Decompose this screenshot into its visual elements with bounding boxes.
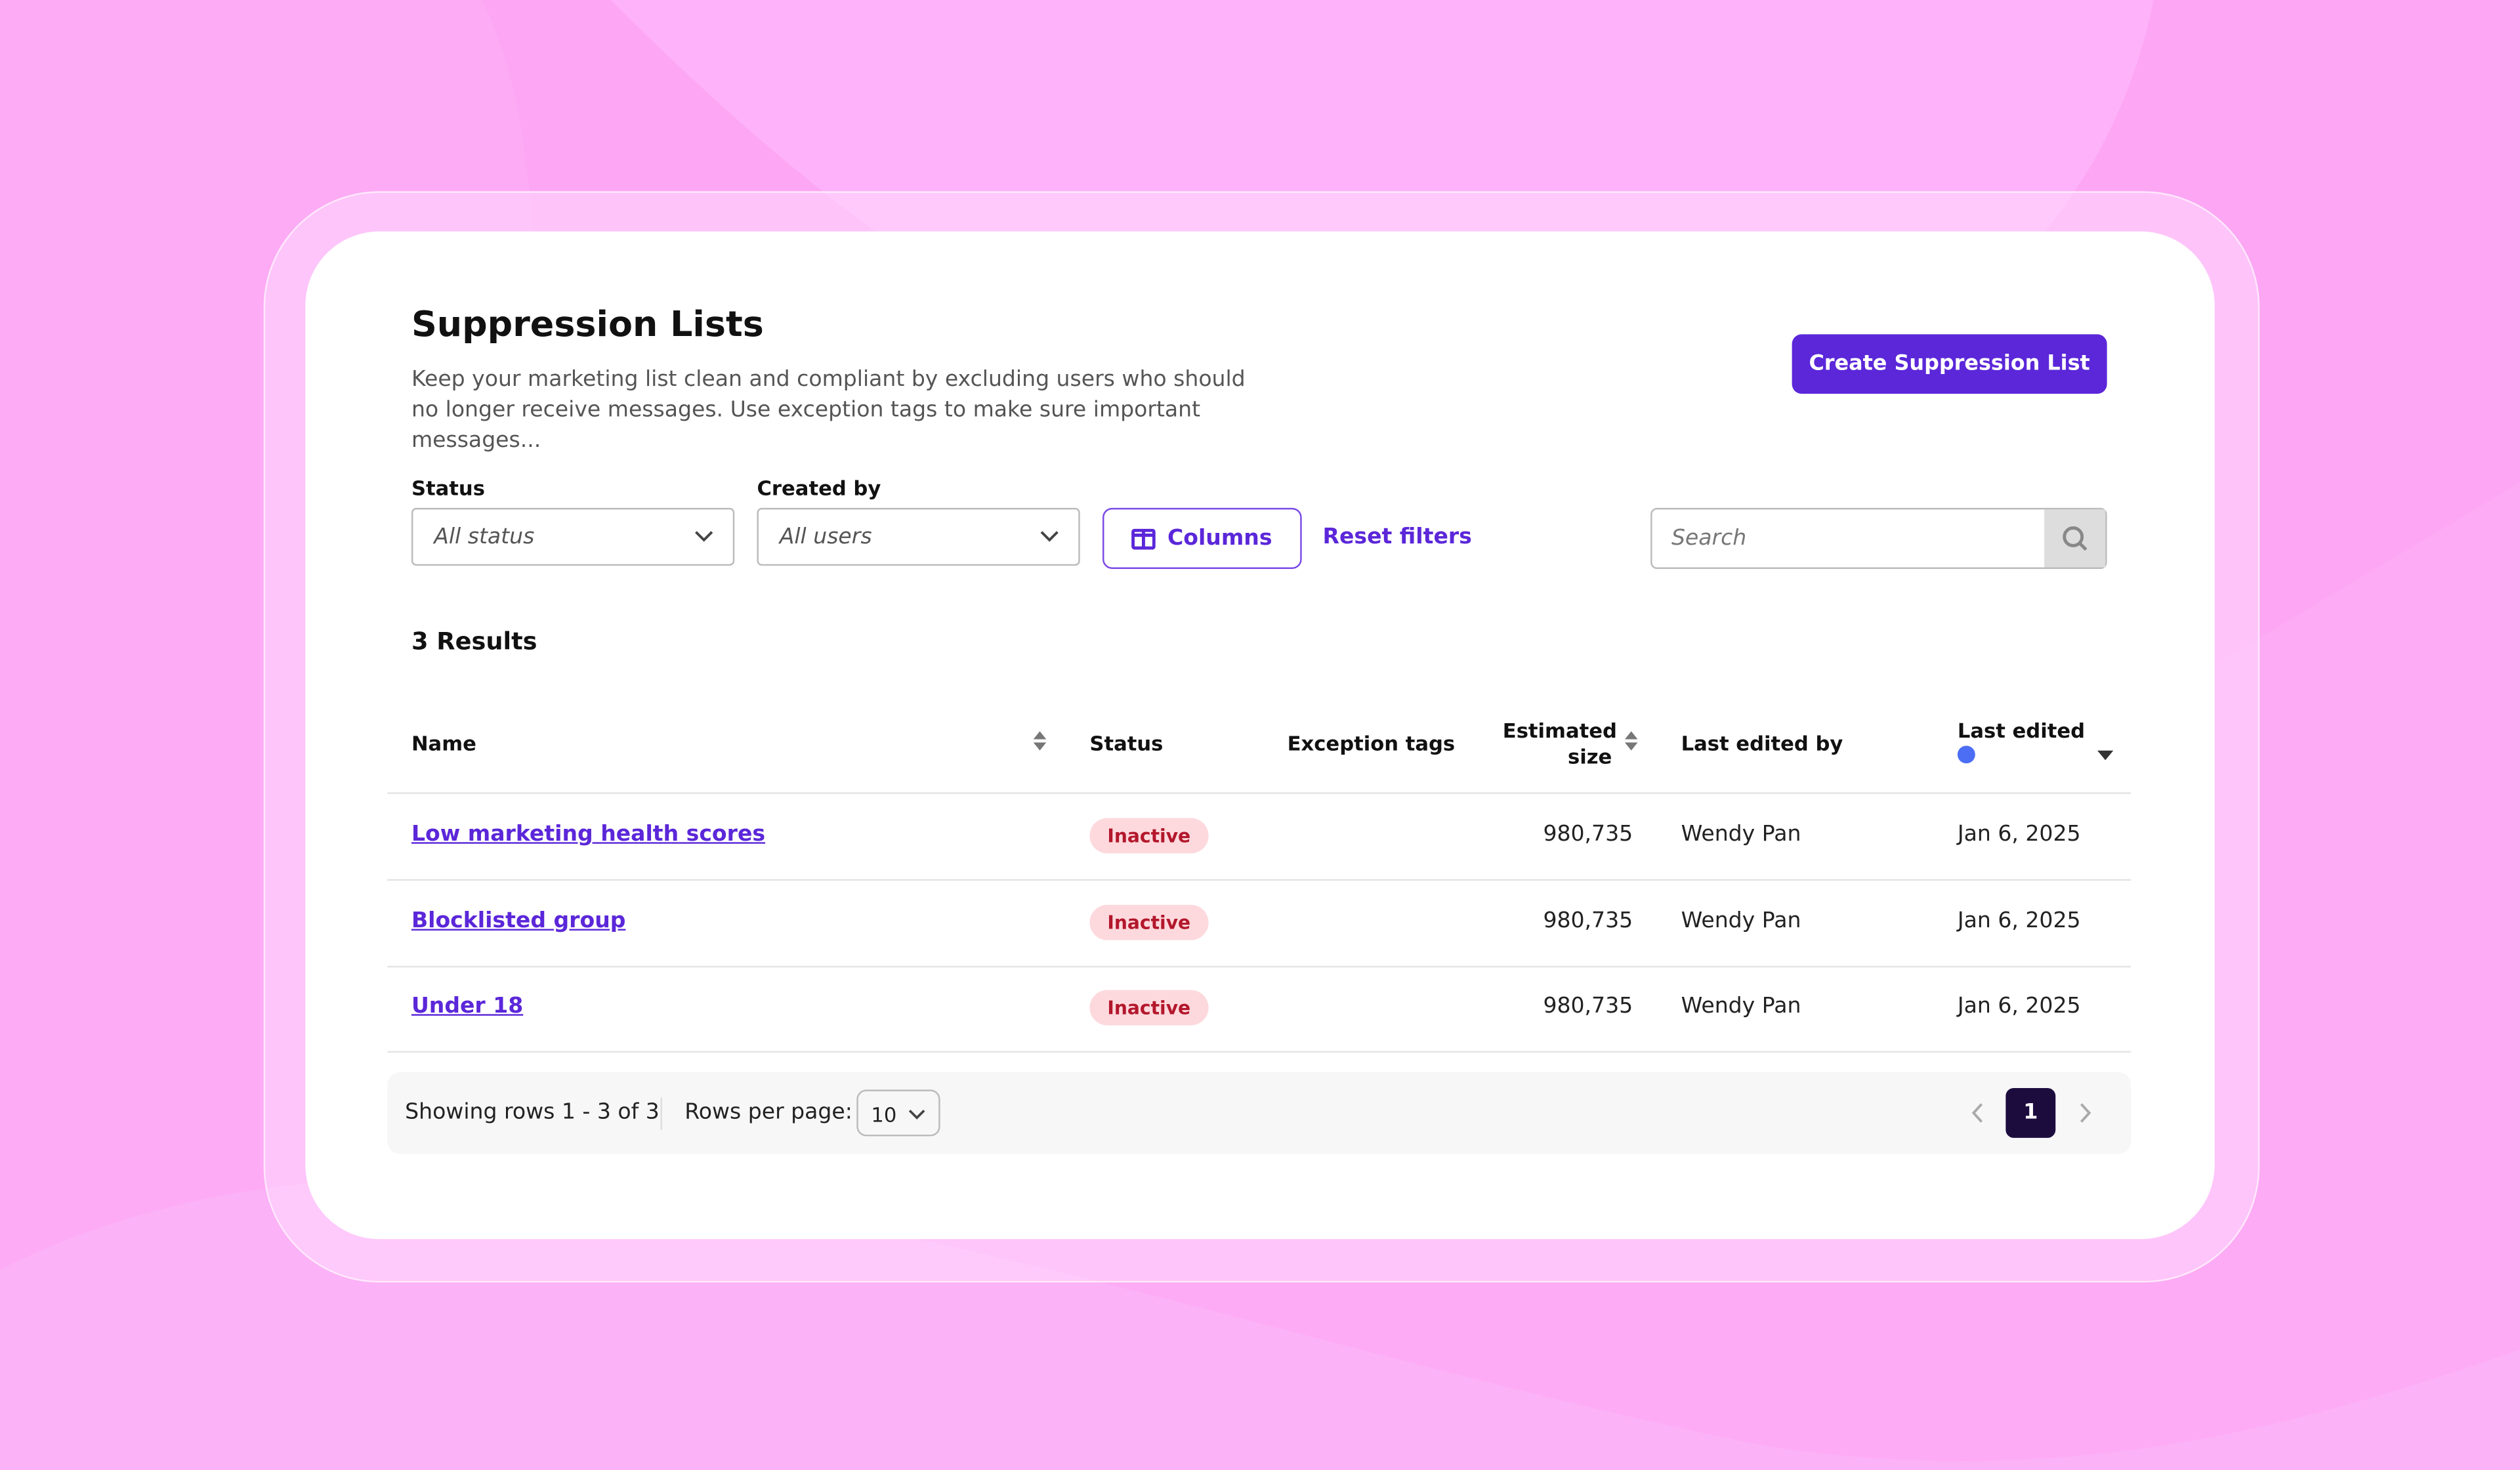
last-edited: Jan 6, 2025 (1957, 907, 2081, 933)
pagination-bar (387, 1072, 2132, 1154)
search-placeholder: Search (1671, 525, 1747, 552)
status-header: Status (1089, 731, 1164, 756)
name-header: Name (411, 731, 476, 756)
estimated-size: 980,735 (1543, 821, 1633, 847)
list-name[interactable]: Low marketing health scores (411, 821, 766, 847)
created-by-placeholder: All users (779, 524, 872, 550)
card (305, 231, 2215, 1240)
columns-icon (1132, 528, 1156, 549)
sort-icon[interactable] (1623, 728, 1639, 751)
row-line (387, 879, 2132, 881)
chevron (908, 1109, 925, 1120)
last-edited: Jan 6, 2025 (1957, 993, 2081, 1019)
row-line (387, 965, 2132, 967)
columns-label: Columns (1167, 525, 1272, 552)
estimated-size: 980,735 (1543, 993, 1633, 1019)
rows-per-page-select[interactable]: 10 (856, 1089, 940, 1137)
status-select[interactable]: All status (411, 507, 735, 566)
search-button[interactable] (2044, 509, 2106, 568)
status-pill: Inactive (1089, 818, 1209, 854)
list-name[interactable]: Under 18 (411, 993, 524, 1019)
last-edited-by: Wendy Pan (1681, 821, 1801, 847)
last-edited-by: Wendy Pan (1681, 907, 1801, 933)
rows-per-page-label: Rows per page: (684, 1099, 852, 1125)
created-by-select[interactable]: All users (757, 507, 1080, 566)
estimated-size: 980,735 (1543, 907, 1633, 933)
last-edited: Jan 6, 2025 (1957, 821, 2081, 847)
title: Suppression Lists (411, 305, 764, 346)
status-label: Status (411, 475, 485, 500)
description: Keep your marketing list clean and compl… (411, 366, 1246, 453)
info-icon (1957, 746, 1975, 764)
sort-icon[interactable] (1032, 728, 1047, 751)
created-by-label: Created by (757, 475, 881, 500)
table-line (387, 792, 2132, 794)
reset-filters[interactable]: Reset filters (1322, 524, 1472, 550)
status-placeholder: All status (434, 524, 535, 550)
last-edited-by: Wendy Pan (1681, 993, 1801, 1019)
list-name[interactable]: Blocklisted group (411, 907, 626, 933)
status-pill: Inactive (1089, 904, 1209, 940)
chevron (695, 531, 713, 542)
row-line (387, 1051, 2132, 1053)
showing-rows: Showing rows 1 - 3 of 3 (405, 1099, 660, 1125)
estimated-size-header: Estimated size (1502, 718, 1617, 768)
last-edited-by-header: Last edited by (1681, 731, 1843, 756)
results-count: 3 Results (411, 627, 537, 656)
exception-tags-header: Exception tags (1287, 731, 1456, 756)
create-button[interactable]: Create Suppression List (1792, 334, 2107, 394)
divider (660, 1097, 662, 1130)
status-pill: Inactive (1089, 990, 1209, 1026)
sort-desc-icon[interactable] (2097, 738, 2114, 761)
search[interactable]: Search (1650, 507, 2107, 569)
rows-per-page-value: 10 (871, 1102, 897, 1127)
chevron (1040, 531, 1059, 542)
current-page[interactable]: 1 (2006, 1087, 2056, 1138)
prev-page[interactable] (1967, 1101, 1986, 1125)
search-icon (2063, 526, 2088, 551)
last-edited-header: Last edited (1957, 718, 2086, 743)
columns-button[interactable]: Columns (1102, 507, 1302, 569)
next-page[interactable] (2076, 1101, 2095, 1125)
